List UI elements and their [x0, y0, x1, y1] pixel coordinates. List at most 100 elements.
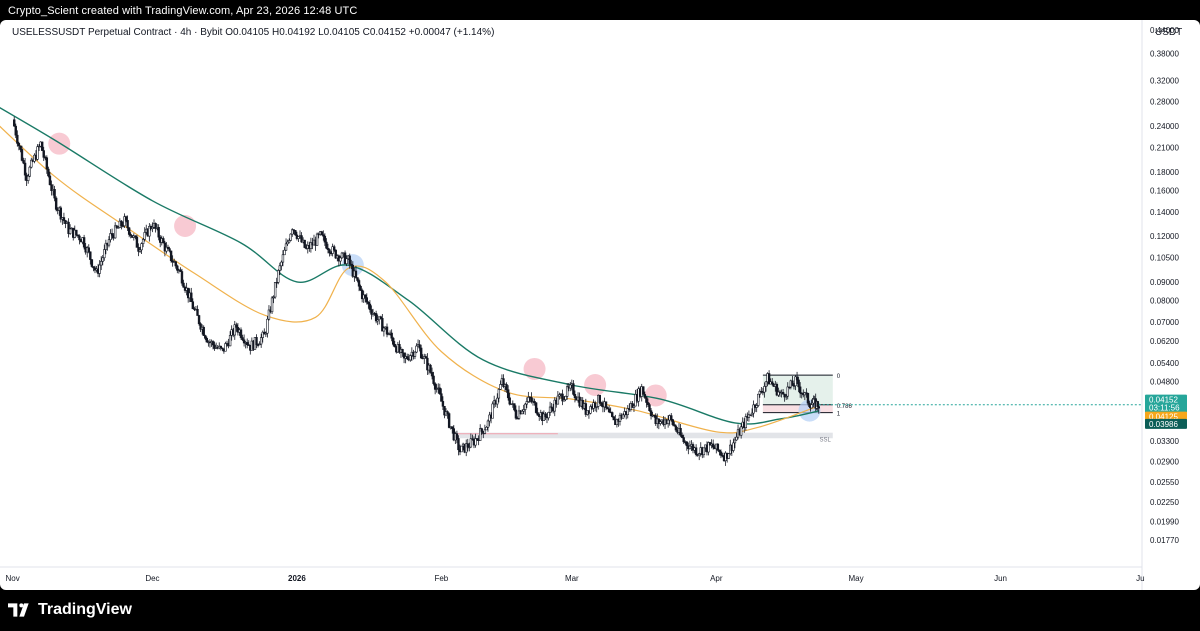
candle-body	[340, 252, 344, 259]
candle-body	[607, 408, 611, 413]
candle-body	[154, 222, 157, 229]
y-tick-label: 0.07000	[1150, 318, 1179, 327]
candle-body	[179, 269, 182, 272]
y-tick-label: 0.09000	[1150, 278, 1179, 287]
candle-body	[120, 220, 123, 226]
candle-body	[30, 159, 33, 168]
candle-body	[309, 242, 313, 249]
candle-body	[286, 241, 289, 245]
candle-body	[26, 175, 30, 181]
price-tag	[1145, 418, 1187, 429]
chart-card[interactable]: 0.44000 0.38000 0.32000 0.28000 0.24000 0.210…	[0, 20, 1200, 590]
candle-body	[534, 402, 538, 413]
candle-body	[303, 239, 306, 248]
candle-body	[775, 383, 779, 396]
candle-body	[688, 445, 692, 450]
candle-body	[138, 249, 142, 252]
candle-body	[381, 318, 384, 332]
candle-body	[595, 406, 598, 408]
candle-body	[418, 344, 421, 349]
candle-body	[239, 329, 243, 338]
candle-body	[632, 405, 636, 408]
candle-body	[162, 238, 165, 244]
candle-body	[604, 401, 608, 408]
candle-body	[385, 326, 389, 335]
x-tick-label: Ju	[1136, 574, 1144, 583]
candle-body	[398, 344, 401, 353]
change-value: +0.00047 (+1.14%)	[408, 27, 495, 38]
candle-body	[794, 376, 797, 387]
candle-body	[36, 146, 39, 160]
candle-body	[600, 402, 603, 407]
candle-body	[54, 197, 58, 210]
candle-body	[169, 250, 173, 261]
candle-body	[646, 402, 650, 406]
price-tag-value: 0.03986	[1149, 420, 1178, 429]
candle-body	[791, 380, 794, 386]
candle-body	[76, 234, 80, 237]
candle-body	[129, 234, 132, 236]
currency-label[interactable]: USDT	[1155, 27, 1183, 38]
y-tick-label: 0.02900	[1150, 458, 1179, 467]
candle-body	[393, 344, 396, 348]
candle-body	[763, 386, 766, 393]
candle-body	[750, 412, 754, 416]
candle-body	[721, 455, 724, 457]
candle-body	[426, 357, 429, 371]
candle-body	[196, 308, 199, 316]
brand-name: TradingView	[38, 601, 132, 618]
candle-body	[345, 258, 348, 264]
candle-body	[409, 355, 412, 361]
symbol-legend: USELESSUSDT Perpetual Contract · 4h · By…	[12, 27, 494, 38]
candle-body	[103, 249, 106, 259]
candle-body	[457, 438, 460, 451]
candle-body	[368, 303, 372, 310]
y-tick-label: 0.01770	[1150, 536, 1179, 545]
candle-body	[354, 270, 358, 278]
candle-body	[168, 248, 171, 252]
candle-body	[374, 313, 378, 322]
fib-level-label: 0.786	[837, 404, 853, 410]
candle-body	[45, 157, 49, 170]
candle-body	[370, 309, 373, 315]
candle-body	[273, 282, 277, 298]
candle-body	[548, 406, 552, 413]
open-value: O0.04105	[225, 27, 270, 38]
symbol-title[interactable]: USELESSUSDT Perpetual Contract · 4h · By…	[12, 27, 223, 38]
candle-body	[441, 401, 445, 407]
fib-level-label: 1	[837, 412, 841, 418]
candle-body	[292, 229, 296, 231]
candle-body	[506, 389, 510, 399]
candle-body	[691, 444, 695, 451]
candle-body	[478, 428, 482, 441]
candle-body	[323, 235, 327, 243]
pink-marker	[174, 214, 197, 237]
y-tick-label: 0.32000	[1150, 77, 1179, 86]
candle-body	[527, 396, 530, 402]
candle-body	[328, 249, 331, 254]
x-tick-label: Apr	[710, 574, 723, 583]
x-tick-label: Jun	[994, 574, 1007, 583]
candle-body	[191, 301, 195, 310]
candle-body	[558, 394, 561, 397]
candle-body	[277, 270, 280, 283]
candle-body	[747, 414, 751, 418]
price-chart[interactable]: 0.44000 0.38000 0.32000 0.28000 0.24000 0.210…	[0, 20, 1200, 590]
candle-body	[474, 438, 477, 446]
candle-body	[357, 280, 361, 287]
candle-body	[816, 401, 819, 407]
candle-body	[744, 416, 748, 428]
candle-body	[17, 143, 21, 147]
candle-body	[419, 347, 423, 359]
candle-body	[14, 125, 17, 136]
candle-body	[631, 403, 634, 408]
ssl-zone	[455, 432, 833, 439]
candle-body	[291, 229, 294, 235]
y-tick-label: 0.28000	[1150, 98, 1179, 107]
candle-body	[392, 337, 395, 345]
candle-body	[447, 413, 451, 428]
candle-body	[702, 447, 706, 456]
candle-body	[199, 323, 202, 330]
candle-body	[364, 294, 367, 298]
candle-body	[42, 150, 45, 158]
